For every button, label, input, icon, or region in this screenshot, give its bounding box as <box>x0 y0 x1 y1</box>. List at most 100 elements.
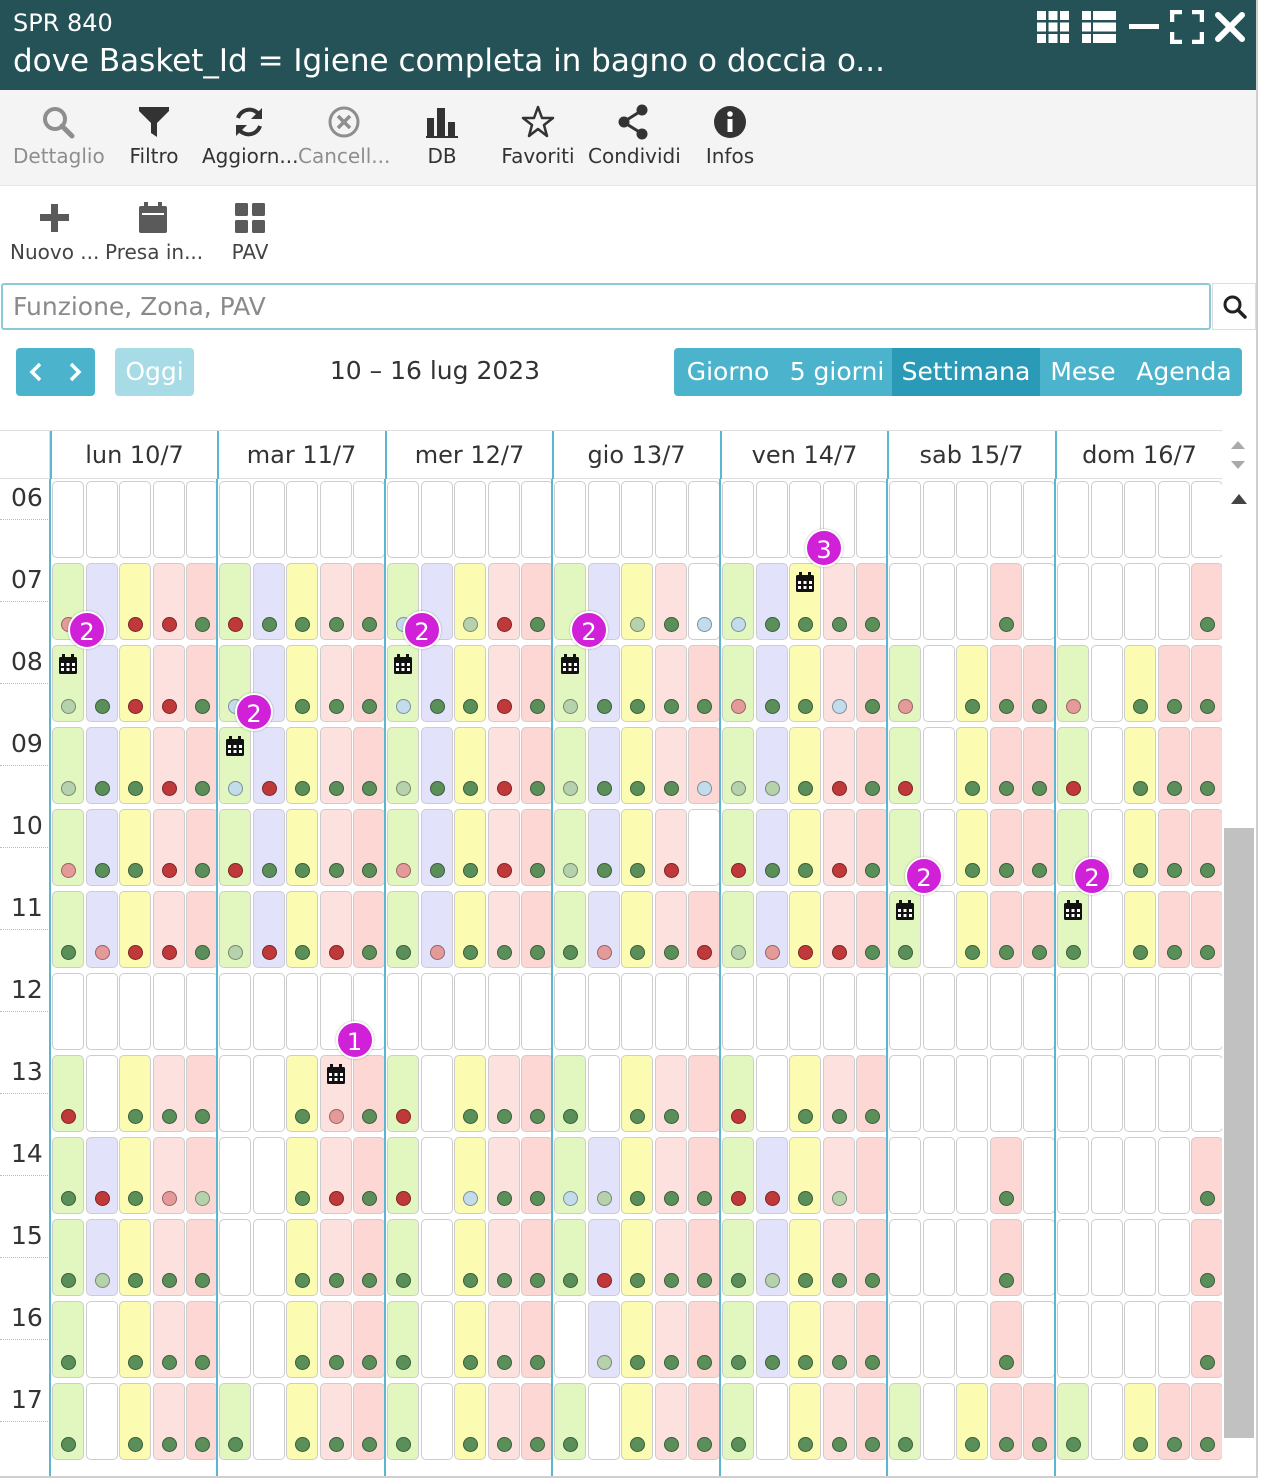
status-dot[interactable] <box>128 1273 143 1288</box>
status-dot[interactable] <box>563 1191 578 1206</box>
status-dot[interactable] <box>1032 945 1047 960</box>
status-dot[interactable] <box>1200 945 1215 960</box>
time-slot[interactable] <box>252 1383 285 1460</box>
status-dot[interactable] <box>396 1355 411 1370</box>
time-slot[interactable] <box>252 1055 285 1132</box>
time-slot[interactable] <box>1023 481 1055 558</box>
status-dot[interactable] <box>496 699 512 714</box>
status-dot[interactable] <box>798 699 813 714</box>
status-dot[interactable] <box>663 781 679 796</box>
time-slot[interactable] <box>587 1219 620 1296</box>
status-dot[interactable] <box>697 1437 712 1452</box>
status-dot[interactable] <box>496 617 512 632</box>
status-dot[interactable] <box>1032 699 1047 714</box>
status-dot[interactable] <box>865 781 880 796</box>
status-dot[interactable] <box>798 1191 813 1206</box>
time-slot[interactable] <box>587 1383 620 1460</box>
time-slot[interactable] <box>387 481 419 558</box>
status-dot[interactable] <box>630 1355 645 1370</box>
status-dot[interactable] <box>429 863 445 878</box>
status-dot[interactable] <box>161 945 177 960</box>
minimize-icon[interactable] <box>1128 10 1162 44</box>
status-dot[interactable] <box>697 945 712 960</box>
time-slot[interactable] <box>922 645 955 722</box>
time-slot[interactable] <box>587 481 620 558</box>
time-slot[interactable] <box>1057 1055 1089 1132</box>
time-slot[interactable] <box>85 481 118 558</box>
condividi-button[interactable]: Condividi <box>588 104 681 168</box>
status-dot[interactable] <box>731 1191 746 1206</box>
time-slot[interactable] <box>387 727 419 804</box>
status-dot[interactable] <box>362 1437 377 1452</box>
status-dot[interactable] <box>663 699 679 714</box>
time-slot[interactable] <box>420 1301 453 1378</box>
scroll-up-icon[interactable] <box>1228 492 1250 506</box>
time-slot[interactable] <box>454 973 486 1050</box>
time-slot[interactable] <box>554 1137 586 1214</box>
status-dot[interactable] <box>463 1109 478 1124</box>
scroll-arrows-icon[interactable] <box>1226 435 1250 475</box>
time-slot[interactable] <box>922 1055 955 1132</box>
status-dot[interactable] <box>831 1355 847 1370</box>
time-slot[interactable] <box>1191 973 1222 1050</box>
status-dot[interactable] <box>161 1191 177 1206</box>
status-dot[interactable] <box>61 1437 76 1452</box>
time-slot[interactable] <box>1023 563 1055 640</box>
status-dot[interactable] <box>530 1191 545 1206</box>
time-slot[interactable] <box>688 1055 720 1132</box>
time-slot[interactable] <box>454 645 486 722</box>
status-dot[interactable] <box>195 1355 210 1370</box>
today-button[interactable]: Oggi <box>115 348 194 396</box>
status-dot[interactable] <box>831 945 847 960</box>
time-slot[interactable] <box>889 1219 921 1296</box>
time-slot[interactable] <box>1124 973 1156 1050</box>
status-dot[interactable] <box>965 1437 980 1452</box>
time-slot[interactable] <box>286 1383 318 1460</box>
calendar-event-icon[interactable] <box>392 653 414 675</box>
maximize-icon[interactable] <box>1170 10 1204 44</box>
status-dot[interactable] <box>1133 699 1148 714</box>
time-slot[interactable] <box>621 973 653 1050</box>
status-dot[interactable] <box>898 1437 913 1452</box>
event-count-badge[interactable]: 2 <box>905 857 943 895</box>
status-dot[interactable] <box>697 1273 712 1288</box>
status-dot[interactable] <box>831 1109 847 1124</box>
status-dot[interactable] <box>530 699 545 714</box>
status-dot[interactable] <box>663 945 679 960</box>
status-dot[interactable] <box>898 781 913 796</box>
status-dot[interactable] <box>362 699 377 714</box>
status-dot[interactable] <box>731 863 746 878</box>
status-dot[interactable] <box>764 945 780 960</box>
status-dot[interactable] <box>295 781 310 796</box>
time-slot[interactable] <box>487 891 520 968</box>
status-dot[interactable] <box>1200 1191 1215 1206</box>
time-slot[interactable] <box>889 1301 921 1378</box>
status-dot[interactable] <box>496 945 512 960</box>
status-dot[interactable] <box>295 1273 310 1288</box>
status-dot[interactable] <box>496 1273 512 1288</box>
status-dot[interactable] <box>328 863 344 878</box>
status-dot[interactable] <box>798 1273 813 1288</box>
status-dot[interactable] <box>261 945 277 960</box>
status-dot[interactable] <box>362 1355 377 1370</box>
time-slot[interactable] <box>1124 1301 1156 1378</box>
time-slot[interactable] <box>889 1383 921 1460</box>
status-dot[interactable] <box>328 1355 344 1370</box>
status-dot[interactable] <box>396 699 411 714</box>
status-dot[interactable] <box>261 617 277 632</box>
status-dot[interactable] <box>764 1273 780 1288</box>
status-dot[interactable] <box>865 1109 880 1124</box>
status-dot[interactable] <box>161 699 177 714</box>
status-dot[interactable] <box>530 1273 545 1288</box>
time-slot[interactable] <box>186 973 218 1050</box>
time-slot[interactable] <box>1124 1137 1156 1214</box>
status-dot[interactable] <box>61 945 76 960</box>
calendar-event-icon[interactable] <box>894 899 916 921</box>
status-dot[interactable] <box>731 1109 746 1124</box>
status-dot[interactable] <box>697 1355 712 1370</box>
time-slot[interactable] <box>152 973 185 1050</box>
status-dot[interactable] <box>1200 1355 1215 1370</box>
time-slot[interactable] <box>1023 1137 1055 1214</box>
status-dot[interactable] <box>630 699 645 714</box>
status-dot[interactable] <box>764 863 780 878</box>
